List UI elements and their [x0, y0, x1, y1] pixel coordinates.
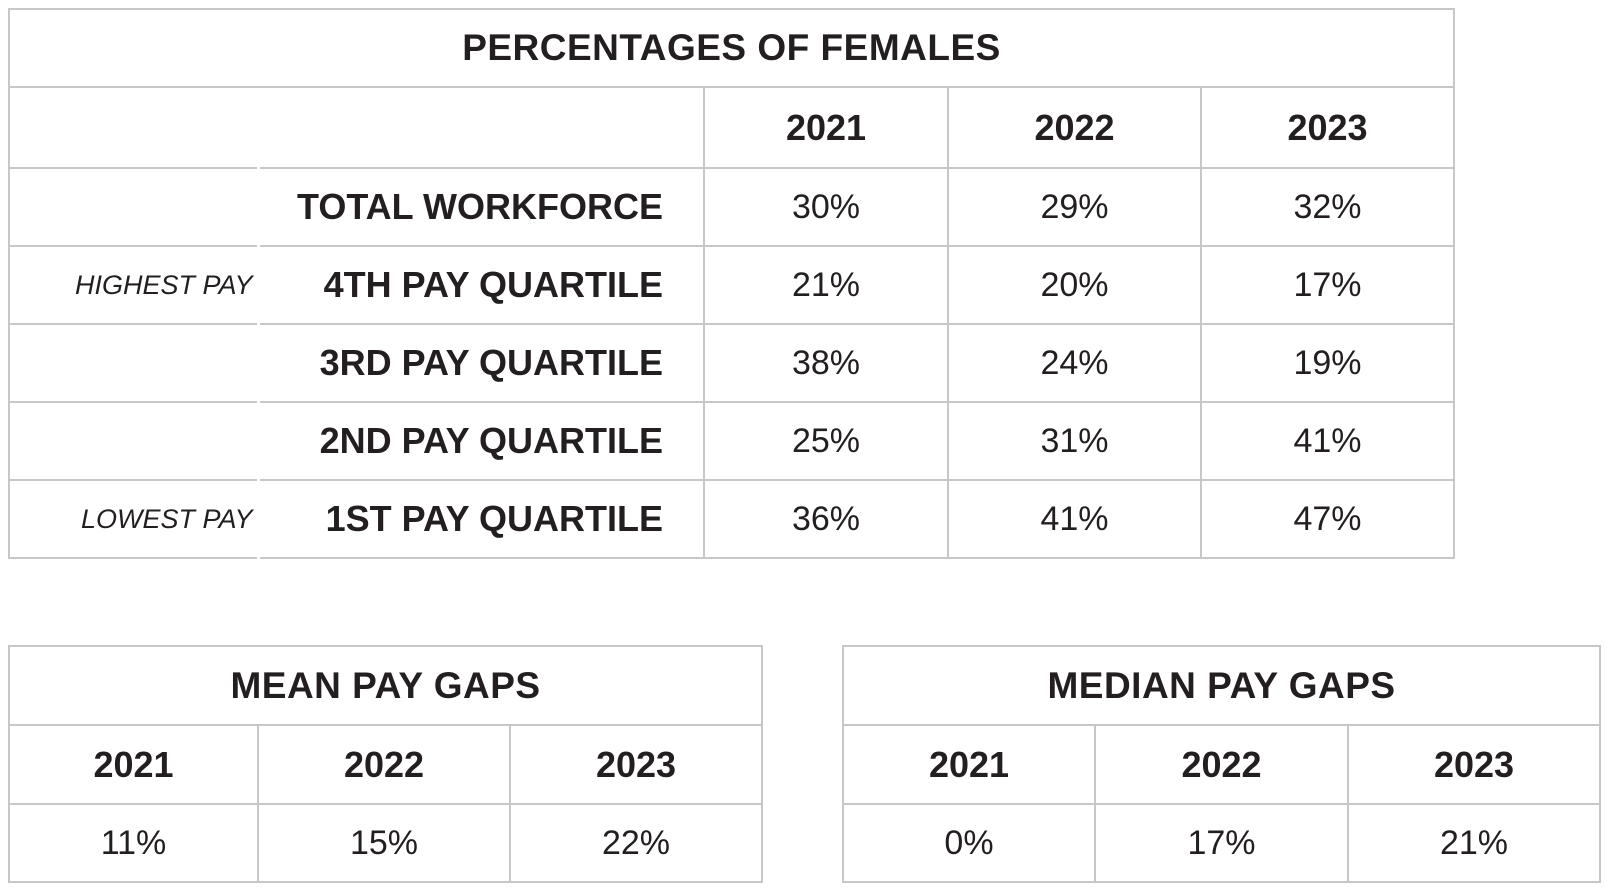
row-label: TOTAL WORKFORCE — [256, 168, 704, 247]
table-row-2nd-quartile: 2ND PAY QUARTILE 25% 31% 41% — [9, 402, 1455, 481]
value-cell: 38% — [703, 324, 948, 403]
value-cell: 19% — [1199, 324, 1455, 403]
mean-pay-gaps-table: MEAN PAY GAPS 2021 2022 2023 11% 15% 22% — [7, 645, 764, 883]
median-pay-gaps-table: MEDIAN PAY GAPS 2021 2022 2023 0% 17% 21… — [841, 645, 1602, 883]
value-cell: 31% — [947, 402, 1201, 481]
pay-annotation — [9, 402, 258, 481]
percentages-table-title: PERCENTAGES OF FEMALES — [9, 9, 1455, 88]
value-cell: 21% — [1346, 803, 1602, 883]
year-header-2022: 2022 — [257, 724, 511, 805]
year-header-2023: 2023 — [1199, 87, 1455, 169]
value-cell: 41% — [1199, 402, 1455, 481]
value-cell: 0% — [842, 803, 1096, 883]
year-header-2023: 2023 — [508, 724, 764, 805]
table-row-4th-quartile: HIGHEST PAY 4TH PAY QUARTILE 21% 20% 17% — [9, 246, 1455, 325]
value-cell: 11% — [8, 803, 259, 883]
header-spacer-cell — [9, 87, 704, 169]
value-cell: 29% — [947, 168, 1201, 247]
value-cell: 17% — [1199, 246, 1455, 325]
value-cell: 17% — [1094, 803, 1349, 883]
percentages-of-females-table: PERCENTAGES OF FEMALES 2021 2022 2023 TO… — [8, 8, 1456, 559]
pay-annotation — [9, 324, 258, 403]
value-cell: 22% — [508, 803, 764, 883]
value-cell: 41% — [947, 480, 1201, 558]
value-cell: 30% — [703, 168, 948, 247]
row-label: 2ND PAY QUARTILE — [256, 402, 704, 481]
table-row-3rd-quartile: 3RD PAY QUARTILE 38% 24% 19% — [9, 324, 1455, 403]
value-cell: 21% — [703, 246, 948, 325]
row-label: 3RD PAY QUARTILE — [256, 324, 704, 403]
pay-annotation — [9, 168, 258, 247]
mean-pay-gaps-title: MEAN PAY GAPS — [7, 645, 764, 726]
lowest-pay-annotation: LOWEST PAY — [80, 503, 253, 534]
table-row-1st-quartile: LOWEST PAY 1ST PAY QUARTILE 36% 41% 47% — [9, 480, 1455, 558]
value-cell: 32% — [1199, 168, 1455, 247]
year-header-2021: 2021 — [8, 724, 259, 805]
value-cell: 20% — [947, 246, 1201, 325]
year-header-2021: 2021 — [842, 724, 1096, 805]
year-header-2022: 2022 — [1094, 724, 1349, 805]
median-pay-gaps-title: MEDIAN PAY GAPS — [841, 645, 1602, 726]
value-cell: 36% — [703, 480, 948, 558]
row-label: 1ST PAY QUARTILE — [256, 480, 704, 558]
row-label: 4TH PAY QUARTILE — [256, 246, 704, 325]
value-cell: 15% — [257, 803, 511, 883]
year-header-2022: 2022 — [947, 87, 1201, 169]
year-header-2021: 2021 — [703, 87, 948, 169]
year-header-2023: 2023 — [1346, 724, 1602, 805]
table-row-total-workforce: TOTAL WORKFORCE 30% 29% 32% — [9, 168, 1455, 247]
value-cell: 24% — [947, 324, 1201, 403]
highest-pay-annotation: HIGHEST PAY — [9, 246, 258, 325]
value-cell: 25% — [703, 402, 948, 481]
value-cell: 47% — [1199, 480, 1455, 558]
